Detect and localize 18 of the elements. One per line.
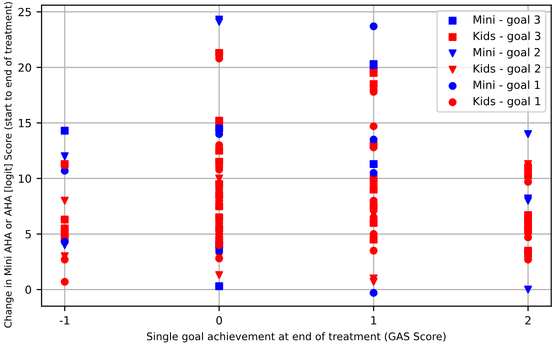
legend-label: Mini - goal 3 [474, 15, 540, 26]
y-axis-title: Change in Mini AHA or AHA [logit] Score (start to end of treatment) [4, 2, 14, 328]
x-axis-title: Single goal achievement at end of treatment (GAS Score) [147, 332, 446, 342]
x-tick-label: 1 [371, 316, 376, 324]
y-tick-label: 25 [18, 8, 31, 16]
legend-label: Kids - goal 3 [474, 32, 540, 42]
legend-label: Kids - goal 2 [474, 64, 540, 75]
y-tick-label: 0 [25, 286, 32, 294]
y-tick-label: 10 [18, 174, 32, 183]
x-tick-label: 0 [216, 316, 222, 325]
y-tick-label: 20 [18, 63, 32, 72]
legend-label: Mini - goal 2 [474, 48, 540, 59]
x-tick-label: -1 [60, 316, 70, 324]
x-tick-label: 2 [525, 316, 530, 324]
y-tick-label: 15 [18, 119, 31, 128]
y-tick-label: 5 [26, 230, 31, 238]
legend-label: Kids - goal 1 [474, 96, 540, 108]
legend-label: Mini - goal 1 [474, 80, 540, 92]
